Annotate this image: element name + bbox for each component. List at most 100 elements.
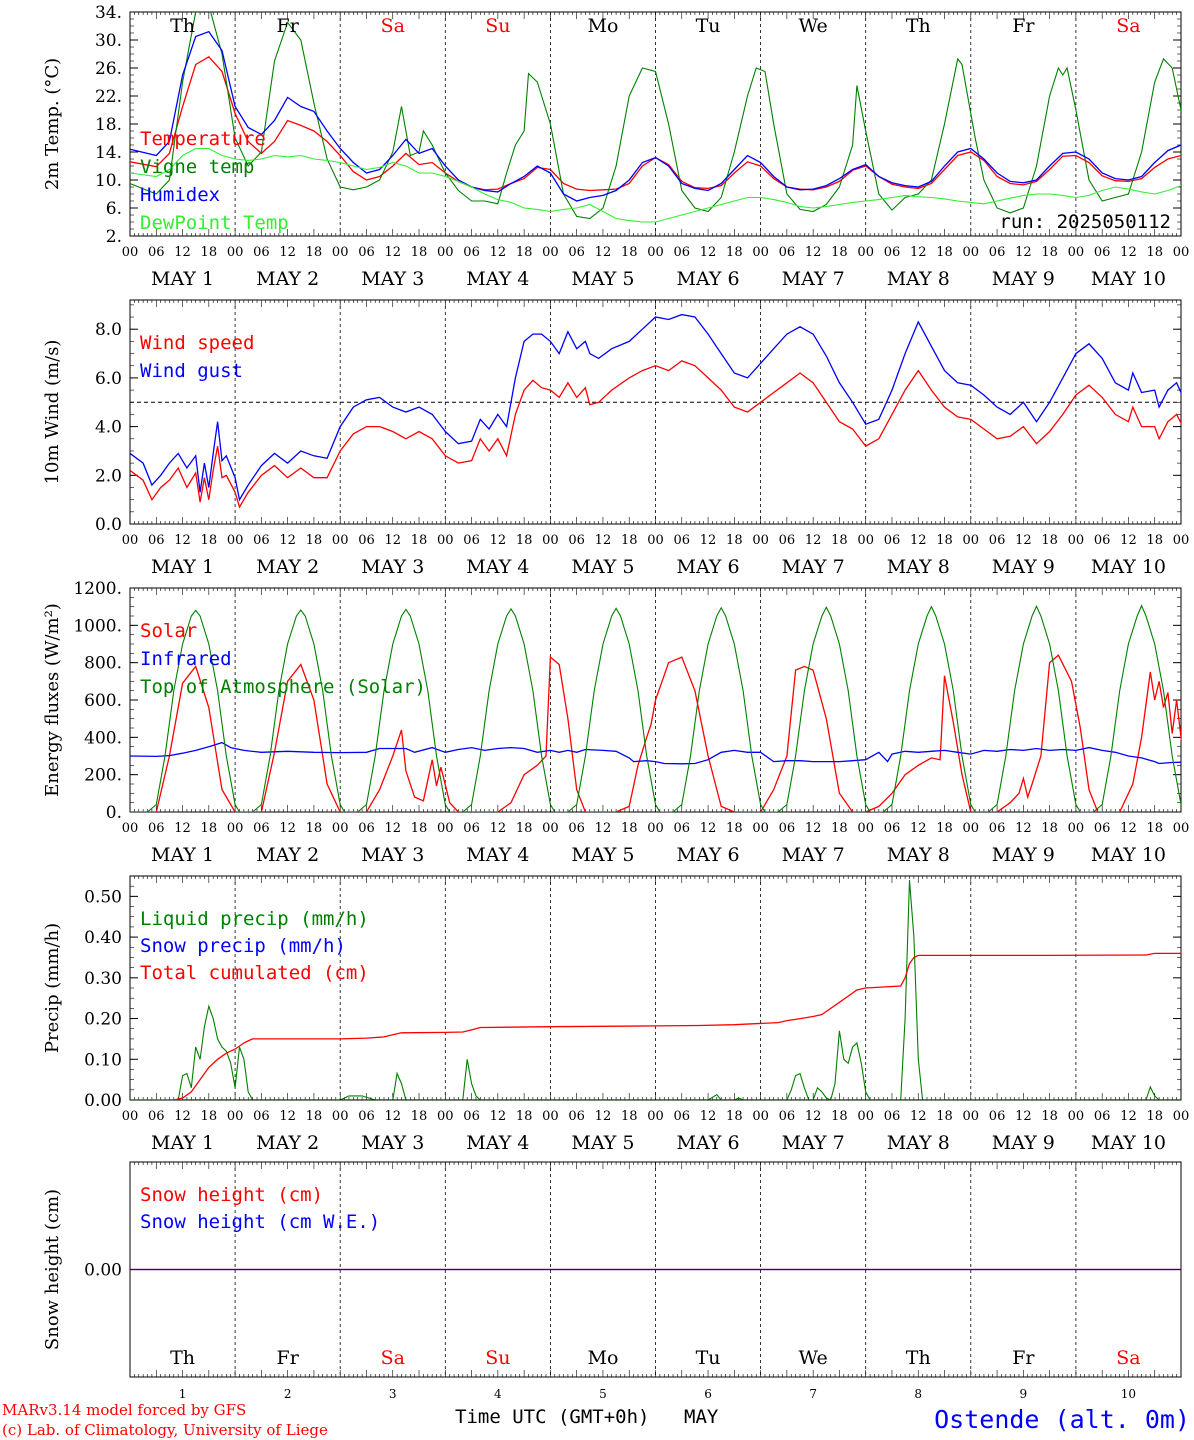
day-name: Tu — [696, 15, 721, 37]
hour-label: 00 — [227, 1109, 244, 1124]
legend-entry: Snow height (cm W.E.) — [140, 1211, 380, 1233]
day-number: 1 — [179, 1387, 187, 1401]
hour-label: 18 — [726, 245, 743, 260]
y-axis-label: Precip (mm/h) — [42, 923, 63, 1053]
hour-label: 00 — [963, 533, 980, 548]
series-total-cumulated-cm-line — [130, 952, 1181, 1100]
hour-label: 12 — [700, 1109, 717, 1124]
hour-label: 06 — [568, 533, 585, 548]
date-label: MAY 2 — [256, 1132, 319, 1154]
day-name: We — [799, 15, 828, 37]
date-label: MAY 3 — [361, 556, 424, 578]
hour-label: 12 — [1015, 533, 1032, 548]
hour-label: 00 — [752, 245, 769, 260]
station-label: Ostende (alt. 0m) — [934, 1405, 1190, 1434]
series-group — [130, 604, 1181, 812]
series-dewpoint-temp-line — [130, 147, 1181, 223]
hour-label: 18 — [306, 821, 323, 836]
hour-label: 12 — [279, 1109, 296, 1124]
hour-label: 06 — [358, 1109, 375, 1124]
hour-label: 18 — [831, 1109, 848, 1124]
series-top-of-atmosphere-solar-line — [130, 604, 1181, 812]
hour-label: 00 — [857, 821, 874, 836]
lab-credit: (c) Lab. of Climatology, University of L… — [2, 1421, 328, 1439]
hour-label: 18 — [306, 533, 323, 548]
date-label: MAY 9 — [992, 1132, 1055, 1154]
hour-label: 06 — [989, 245, 1006, 260]
hour-label: 06 — [463, 533, 480, 548]
hour-label: 12 — [595, 245, 612, 260]
hour-label: 18 — [726, 821, 743, 836]
hour-label: 18 — [411, 533, 428, 548]
hour-label: 00 — [437, 821, 454, 836]
day-number: 2 — [284, 1387, 292, 1401]
hour-label: 00 — [227, 821, 244, 836]
hour-label: 12 — [384, 821, 401, 836]
hour-label: 00 — [1173, 533, 1190, 548]
panel-1: 34. 30. 26. 22. 18. 14. 10. 6. 2. 2m Temp. (°C) Te… — [42, 3, 1189, 290]
hour-label: 00 — [647, 245, 664, 260]
hour-label: 18 — [936, 1109, 953, 1124]
day-number: 6 — [704, 1387, 712, 1401]
hour-label: 00 — [332, 1109, 349, 1124]
hour-label: 18 — [306, 1109, 323, 1124]
series-wind-speed-line — [130, 360, 1181, 509]
date-label: MAY 6 — [677, 268, 740, 290]
hour-label: 18 — [1041, 533, 1058, 548]
date-label: MAY 10 — [1091, 844, 1166, 866]
hour-label: 06 — [884, 1109, 901, 1124]
legend-entry: Temperature — [140, 128, 266, 150]
hour-label: 00 — [437, 533, 454, 548]
hour-label: 18 — [831, 821, 848, 836]
hour-label: 12 — [910, 821, 927, 836]
hour-label: 18 — [411, 821, 428, 836]
hour-label: 18 — [516, 821, 533, 836]
hour-label: 06 — [779, 1109, 796, 1124]
series-solar-line — [130, 654, 1181, 812]
y-tick-label: 0. — [106, 803, 122, 823]
y-tick-label: 2. — [106, 227, 122, 247]
hour-label: 12 — [700, 533, 717, 548]
hour-label: 18 — [621, 245, 638, 260]
y-tick-label: 10. — [95, 171, 122, 191]
hour-label: 00 — [857, 245, 874, 260]
hour-label: 06 — [989, 1109, 1006, 1124]
hour-label: 06 — [568, 245, 585, 260]
hour-label: 06 — [463, 245, 480, 260]
y-tick-label: 18. — [95, 115, 122, 135]
hour-label: 06 — [674, 533, 691, 548]
hour-label: 00 — [437, 1109, 454, 1124]
hour-label: 18 — [726, 1109, 743, 1124]
hour-label: 00 — [647, 533, 664, 548]
hour-label: 12 — [910, 245, 927, 260]
date-label: MAY 8 — [887, 268, 950, 290]
hour-label: 18 — [621, 821, 638, 836]
date-label: MAY 8 — [887, 844, 950, 866]
date-label: MAY 4 — [466, 844, 529, 866]
hour-label: 06 — [1094, 821, 1111, 836]
legend-entry: Snow precip (mm/h) — [140, 935, 346, 957]
hour-label: 12 — [1015, 245, 1032, 260]
hour-label: 00 — [1068, 533, 1085, 548]
hour-label: 12 — [1015, 821, 1032, 836]
y-tick-label: 6.0 — [95, 369, 122, 389]
hour-label: 06 — [148, 821, 165, 836]
legend-entry: Snow height (cm) — [140, 1184, 323, 1206]
hour-label: 12 — [384, 533, 401, 548]
day-number: 10 — [1121, 1387, 1136, 1401]
hour-label: 12 — [805, 533, 822, 548]
hour-label: 18 — [201, 821, 218, 836]
hour-label: 18 — [1146, 533, 1163, 548]
y-tick-label: 0.30 — [84, 969, 122, 989]
day-name: Th — [170, 15, 195, 37]
series-temperature-line — [130, 55, 1181, 192]
hour-label: 18 — [201, 533, 218, 548]
legend-entry: Wind speed — [140, 332, 254, 354]
hour-label: 12 — [384, 1109, 401, 1124]
hour-label: 00 — [963, 245, 980, 260]
date-label: MAY 2 — [256, 844, 319, 866]
hour-label: 12 — [490, 533, 507, 548]
panel-3: 1200. 1000. 800. 600. 400. 200. 0. Energy fluxe… — [42, 579, 1189, 866]
plot-frame — [129, 11, 1182, 237]
